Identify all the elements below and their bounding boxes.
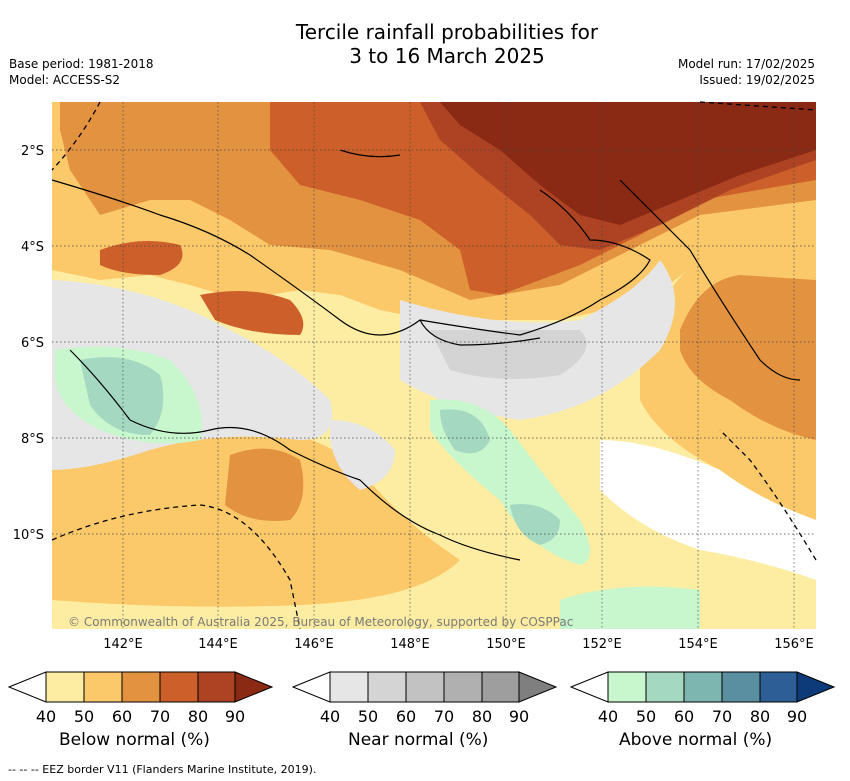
probability-shading [52,102,816,629]
above-normal-swatch-4 [721,671,761,703]
no-signal-region [600,440,816,580]
probability-map: 2°S 4°S 6°S 8°S 10°S 142°E 144°E 146°E 1… [13,101,817,652]
near-normal-swatch-3 [405,671,445,703]
title-line-2: 3 to 16 March 2025 [349,44,545,68]
lat-label-8s: 8°S [21,432,44,447]
near-normal-swatch-5 [481,671,520,703]
lon-label-154e: 154°E [678,637,718,652]
below-normal-inland-region [100,241,183,275]
below-normal-south-70-region [225,448,304,521]
lat-label-2s: 2°S [21,144,44,159]
gridlines [52,102,816,629]
above-normal-swatch-0 [569,671,609,703]
legend-below-normal: 40 50 60 70 80 90 Below normal (%) [0,670,280,750]
near-normal-tick-90: 90 [509,707,529,726]
above-normal-tick-90: 90 [787,707,807,726]
below-normal-ridge-region [200,291,304,335]
issued-date: Issued: 19/02/2025 [699,73,815,87]
near-normal-swatch-0 [291,671,331,703]
below-normal-title: Below normal (%) [59,730,210,750]
near-normal-south-region [330,420,395,490]
above-normal-island-region [510,504,560,545]
lat-label-4s: 4°S [21,240,44,255]
near-normal-title: Near normal (%) [348,730,489,750]
above-normal-swatch-1 [607,671,647,703]
near-normal-swatch-1 [329,671,369,703]
above-normal-title: Above normal (%) [619,730,773,750]
below-normal-colorbar [7,671,274,703]
near-normal-tick-40: 40 [320,707,340,726]
below-normal-tick-60: 60 [112,707,132,726]
model-run: Model run: 17/02/2025 [677,57,815,71]
above-normal-swatch-6 [796,671,836,703]
lon-label-148e: 148°E [390,637,430,652]
near-normal-swatch-2 [367,671,407,703]
model-name: Model: ACCESS-S2 [9,73,121,87]
below-normal-swatch-2 [83,671,123,703]
above-normal-swatch-3 [683,671,723,703]
lon-label-152e: 152°E [582,637,622,652]
lat-label-10s: 10°S [13,528,44,543]
legend-above-normal: 40 50 60 70 80 90 Above normal (%) [562,670,842,750]
below-normal-tick-80: 80 [188,707,208,726]
eez-borders [51,101,817,630]
title-line-1: Tercile rainfall probabilities for [295,20,599,44]
below-normal-swatch-5 [197,671,236,703]
below-normal-ticks: 40 50 60 70 80 90 [36,707,245,726]
above-normal-tick-80: 80 [750,707,770,726]
legend-near-normal: 40 50 60 70 80 90 Near normal (%) [284,670,564,750]
coastlines [51,149,801,561]
above-normal-east-50-region [440,409,490,454]
above-normal-tick-70: 70 [712,707,732,726]
below-normal-east-70-region [680,275,816,440]
map-title: Tercile rainfall probabilities for 3 to … [0,20,850,68]
above-normal-tick-40: 40 [598,707,618,726]
latitude-labels: 2°S 4°S 6°S 8°S 10°S [13,144,44,543]
below-normal-tick-90: 90 [225,707,245,726]
above-normal-colorbar [569,671,836,703]
lat-label-6s: 6°S [21,336,44,351]
below-normal-tick-70: 70 [150,707,170,726]
model-info: Base period: 1981-2018 Model: ACCESS-S2 [9,56,154,88]
near-normal-swatch-4 [443,671,483,703]
near-normal-colorbar [291,671,558,703]
above-normal-swatch-2 [645,671,685,703]
lon-label-156e: 156°E [774,637,814,652]
below-normal-tick-40: 40 [36,707,56,726]
below-normal-swatch-0 [7,671,47,703]
eez-footnote: -- -- -- EEZ border V11 (Flanders Marine… [8,763,317,776]
near-normal-ticks: 40 50 60 70 80 90 [320,707,529,726]
above-normal-southeast-region [560,586,700,629]
above-normal-tick-60: 60 [674,707,694,726]
above-normal-ticks: 40 50 60 70 80 90 [598,707,807,726]
near-normal-tick-80: 80 [472,707,492,726]
above-normal-swatch-5 [759,671,798,703]
below-normal-top-region [440,102,816,225]
above-normal-west-50-region [80,357,164,435]
near-normal-tick-70: 70 [434,707,454,726]
lon-label-144e: 144°E [198,637,238,652]
below-normal-swatch-6 [234,671,274,703]
above-normal-tick-50: 50 [636,707,656,726]
below-normal-swatch-4 [159,671,199,703]
below-normal-swatch-1 [45,671,85,703]
base-period: Base period: 1981-2018 [9,57,154,71]
below-normal-tick-50: 50 [74,707,94,726]
near-normal-tick-50: 50 [358,707,378,726]
lon-label-150e: 150°E [486,637,526,652]
below-normal-swatch-3 [121,671,161,703]
copyright-notice: © Commonwealth of Australia 2025, Bureau… [68,615,573,629]
near-normal-swatch-6 [518,671,558,703]
lon-label-142e: 142°E [103,637,143,652]
near-normal-tick-60: 60 [396,707,416,726]
longitude-labels: 142°E 144°E 146°E 148°E 150°E 152°E 154°… [103,637,814,652]
run-info: Model run: 17/02/2025 Issued: 19/02/2025 [678,56,815,88]
lon-label-146e: 146°E [294,637,334,652]
